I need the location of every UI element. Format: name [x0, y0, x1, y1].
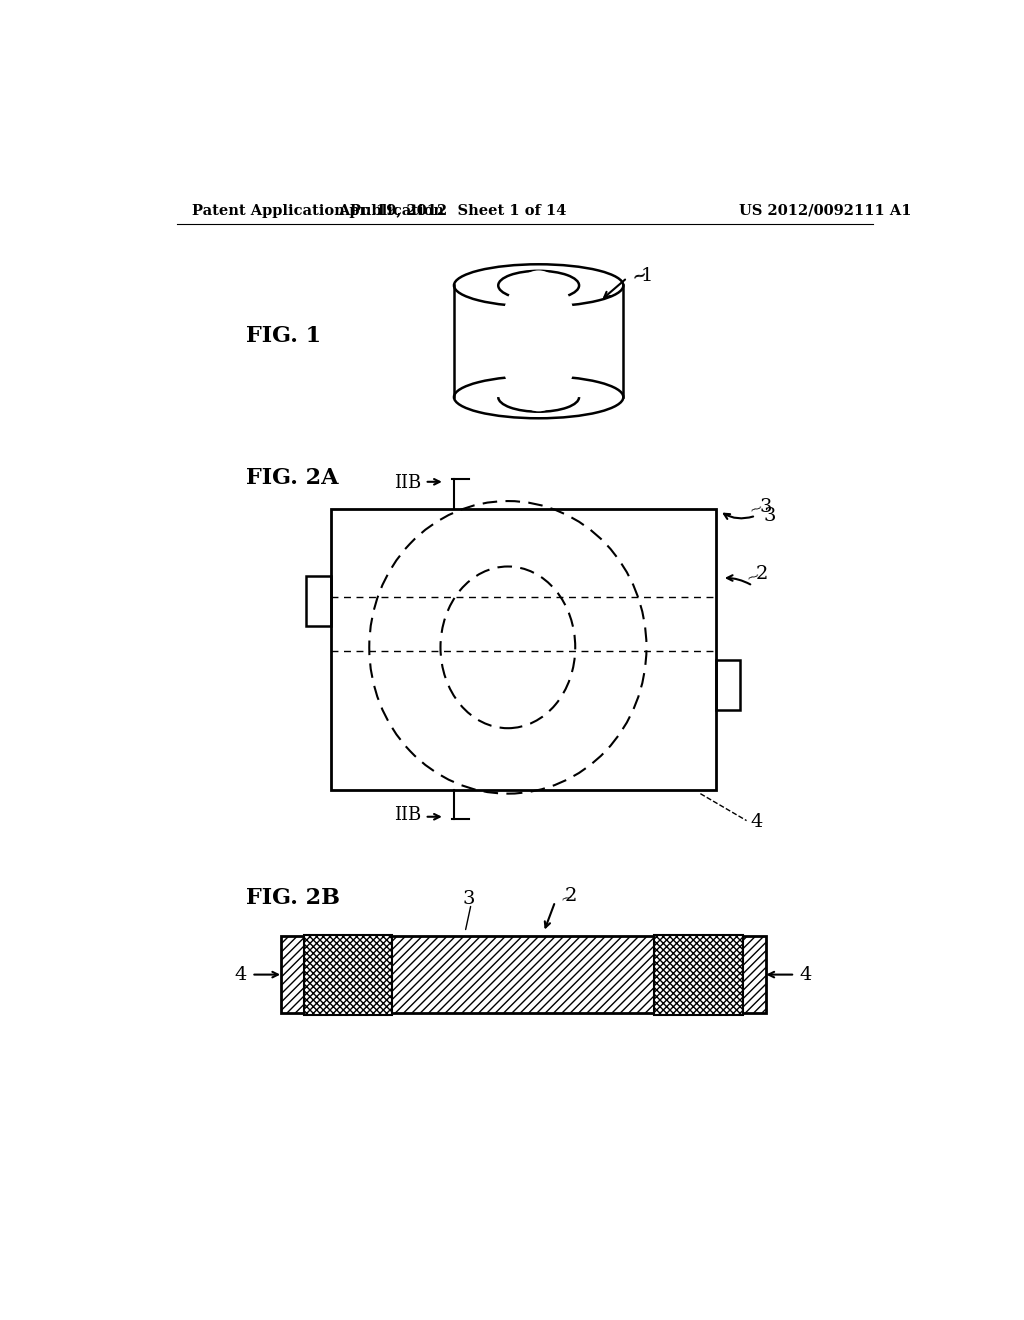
Text: 3: 3: [760, 498, 772, 516]
Text: ~: ~: [630, 265, 648, 286]
Bar: [304, 935, 392, 1015]
Bar: [716, 660, 740, 710]
Text: 4: 4: [234, 966, 247, 983]
Bar: [654, 935, 742, 1015]
Text: 3: 3: [764, 507, 776, 524]
Text: 1: 1: [640, 267, 652, 285]
Ellipse shape: [500, 271, 578, 412]
Text: US 2012/0092111 A1: US 2012/0092111 A1: [739, 203, 911, 218]
Text: IIB: IIB: [394, 474, 422, 492]
Text: 3: 3: [463, 890, 475, 908]
Text: FIG. 2A: FIG. 2A: [246, 467, 339, 488]
Text: ~: ~: [746, 498, 766, 519]
Text: FIG. 2B: FIG. 2B: [246, 887, 340, 908]
Text: Patent Application Publication: Patent Application Publication: [193, 203, 444, 218]
Text: 2: 2: [564, 887, 577, 906]
Text: ~: ~: [557, 887, 575, 908]
Text: ~: ~: [742, 565, 762, 586]
Text: IIB: IIB: [394, 807, 422, 824]
Text: 4: 4: [800, 966, 812, 983]
Text: FIG. 1: FIG. 1: [246, 325, 322, 346]
Ellipse shape: [454, 264, 624, 306]
Bar: [306, 576, 331, 626]
Text: 2: 2: [756, 565, 768, 583]
Text: Apr. 19, 2012  Sheet 1 of 14: Apr. 19, 2012 Sheet 1 of 14: [338, 203, 566, 218]
Ellipse shape: [499, 271, 580, 300]
Bar: [281, 936, 766, 1014]
Bar: [331, 508, 716, 789]
Text: 4: 4: [751, 813, 763, 832]
